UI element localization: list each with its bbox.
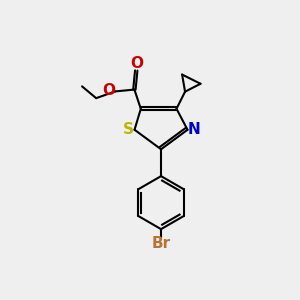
Text: Br: Br: [152, 236, 171, 250]
Text: S: S: [122, 122, 134, 137]
Text: N: N: [188, 122, 200, 137]
Text: O: O: [102, 83, 115, 98]
Text: O: O: [130, 56, 143, 71]
